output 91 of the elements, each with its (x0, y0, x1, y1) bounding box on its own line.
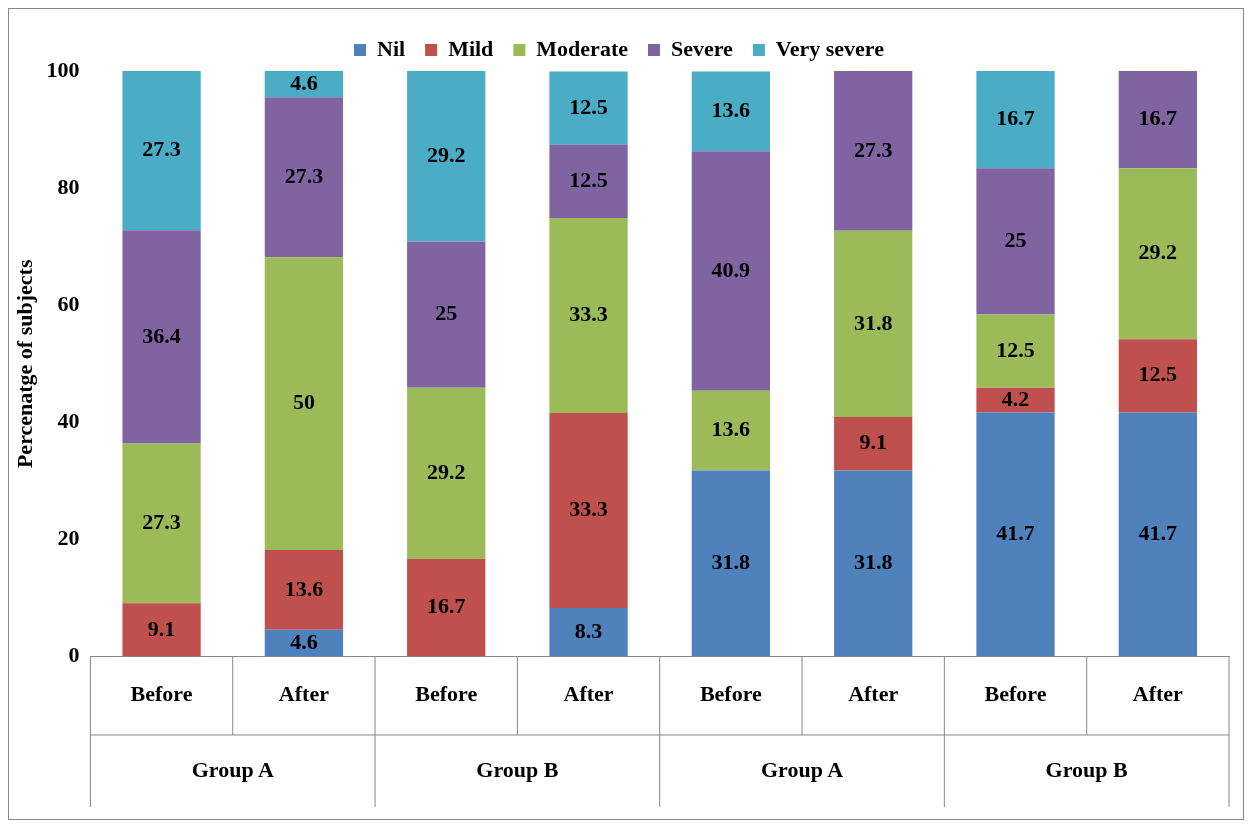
bar (122, 603, 201, 657)
legend-label: Very severe (775, 35, 885, 61)
y-tick-label: 80 (57, 173, 80, 199)
data-label: 27.3 (853, 136, 893, 162)
data-label: 12.5 (569, 93, 608, 119)
y-tick-label: 100 (46, 56, 80, 82)
y-tick-label: 0 (68, 642, 80, 668)
bar (407, 387, 486, 559)
bar (122, 230, 201, 444)
data-label: 50 (292, 389, 315, 415)
bar (1118, 412, 1197, 657)
bar (834, 417, 913, 471)
bar (976, 412, 1055, 657)
data-label: 13.6 (711, 416, 751, 442)
data-label: 27.3 (142, 509, 181, 535)
bar (834, 230, 913, 418)
data-label: 27.3 (142, 136, 181, 162)
bar (549, 71, 628, 145)
x-tick-label: After (563, 681, 614, 707)
bar (834, 470, 913, 657)
bar (691, 390, 770, 471)
data-label: 31.8 (853, 309, 893, 335)
legend-label: Moderate (536, 35, 629, 61)
data-label: 31.8 (853, 549, 893, 575)
data-label: 29.2 (1138, 239, 1178, 265)
bar (407, 558, 486, 657)
bar (407, 241, 486, 388)
bar (1118, 339, 1197, 413)
x-tick-label: After (1132, 681, 1184, 707)
bar (976, 71, 1055, 169)
bar (976, 314, 1055, 388)
y-axis-title: Percenatge of subjects (11, 259, 37, 469)
data-label: 40.9 (711, 256, 751, 282)
bar (691, 71, 770, 152)
legend-label: Nil (377, 35, 406, 61)
legend-label: Mild (448, 35, 494, 61)
data-label: 9.1 (859, 429, 887, 455)
data-label: 31.8 (711, 549, 751, 575)
data-label: 12.5 (569, 167, 608, 193)
bar (264, 550, 344, 630)
bar (834, 71, 913, 231)
data-label: 25 (435, 300, 458, 326)
bar (264, 97, 344, 258)
y-tick-label: 20 (57, 525, 80, 551)
x-tick-label: Before (699, 681, 763, 707)
data-label: 16.7 (1138, 105, 1178, 130)
data-label: 36.4 (142, 322, 181, 348)
bar (1118, 168, 1197, 340)
data-label: 16.7 (426, 593, 466, 619)
data-label: 33.3 (569, 301, 608, 327)
data-label: 16.7 (996, 105, 1035, 130)
bar (691, 151, 770, 391)
data-label: 8.3 (574, 617, 603, 643)
legend-label: Severe (670, 35, 734, 61)
bar (549, 217, 628, 413)
x-tick-label: Before (130, 681, 193, 707)
data-label: 12.5 (996, 336, 1035, 362)
bar (976, 168, 1055, 315)
bar (549, 144, 628, 218)
data-label: 4.2 (1001, 385, 1030, 411)
data-label: 41.7 (1138, 520, 1178, 546)
data-label: 12.5 (1138, 361, 1178, 387)
bar (122, 443, 201, 604)
data-label: 29.2 (426, 458, 466, 484)
data-label: 27.3 (284, 162, 324, 188)
y-tick-label: 40 (57, 408, 80, 434)
bar (407, 71, 486, 242)
data-label: 13.6 (711, 97, 751, 123)
x-tick-label: After (278, 681, 330, 707)
data-label: 33.3 (569, 496, 608, 522)
data-label: 4.6 (290, 628, 318, 654)
bar (1118, 71, 1197, 169)
bar (549, 608, 628, 657)
text: Group B (476, 756, 559, 782)
text: Group A (760, 756, 844, 782)
text: Group B (1045, 756, 1129, 782)
data-label: 4.6 (290, 69, 318, 95)
data-label: 13.6 (284, 575, 324, 601)
data-label: 9.1 (147, 615, 176, 641)
x-tick-label: After (848, 681, 899, 707)
text: Group A (191, 756, 274, 782)
data-label: 29.2 (426, 141, 466, 167)
bar (549, 412, 628, 608)
bar (122, 71, 201, 231)
x-tick-label: Before (415, 681, 478, 707)
data-label: 25 (1004, 227, 1027, 253)
bar (264, 257, 344, 551)
x-tick-label: Before (984, 681, 1047, 707)
data-label: 41.7 (996, 520, 1035, 546)
y-tick-label: 60 (57, 290, 80, 316)
bar (691, 470, 770, 657)
